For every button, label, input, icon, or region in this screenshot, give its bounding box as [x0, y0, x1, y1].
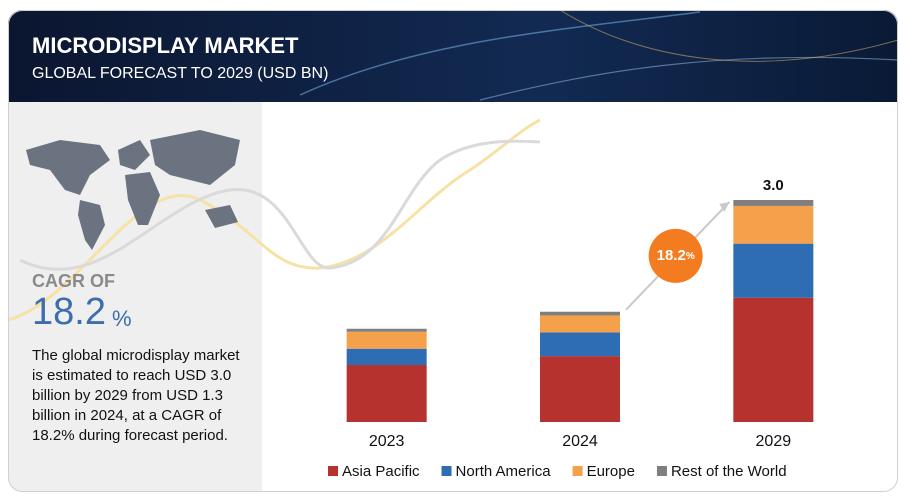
legend-swatch — [572, 466, 583, 476]
bar-segment — [733, 200, 814, 206]
legend-swatch — [328, 466, 338, 476]
bar-segment — [540, 311, 620, 316]
bar-segment — [346, 365, 427, 422]
bar-segment — [733, 297, 814, 422]
legend-label: North America — [456, 463, 552, 480]
x-tick-label: 2024 — [562, 433, 598, 450]
legend-swatch — [441, 466, 452, 476]
bar-segment — [540, 332, 620, 357]
world-map — [26, 130, 240, 250]
x-tick-label: 2023 — [369, 433, 405, 450]
x-tick-label: 2029 — [756, 433, 792, 450]
legend-swatch — [656, 466, 667, 476]
cagr-label: CAGR OF — [32, 271, 115, 291]
legend-label: Europe — [587, 463, 635, 480]
bar-segment — [346, 328, 427, 332]
header-deco — [299, 11, 701, 96]
subtitle: GLOBAL FORECAST TO 2029 (USD BN) — [32, 65, 328, 82]
cagr-bubble-text: 18.2% — [657, 247, 695, 264]
bar-segment — [733, 243, 814, 298]
header-bg — [8, 10, 898, 102]
cagr-bubble-unit: % — [686, 251, 695, 262]
bar-segment — [346, 331, 427, 349]
cagr-bubble — [648, 228, 703, 283]
cagr-value: 18.2 — [32, 291, 106, 333]
bar-segment — [346, 348, 427, 366]
title: MICRODISPLAY MARKET — [32, 33, 299, 58]
description: The global microdisplay market is estima… — [32, 347, 240, 444]
header-deco — [559, 10, 898, 62]
arrow-head — [719, 202, 730, 212]
deco-swoosh — [19, 139, 541, 271]
deco-swoosh — [8, 118, 541, 322]
header-deco — [479, 56, 898, 101]
bar-segment — [733, 205, 814, 244]
legend-label: Asia Pacific — [342, 463, 420, 480]
bar-segment — [540, 315, 620, 333]
card-border — [8, 10, 898, 492]
bar-segment — [540, 356, 620, 422]
cagr-unit: % — [112, 306, 132, 331]
cagr-bubble-value: 18.2 — [657, 247, 686, 264]
legend-label: Rest of the World — [671, 463, 787, 480]
total-label: 3.0 — [763, 177, 784, 194]
